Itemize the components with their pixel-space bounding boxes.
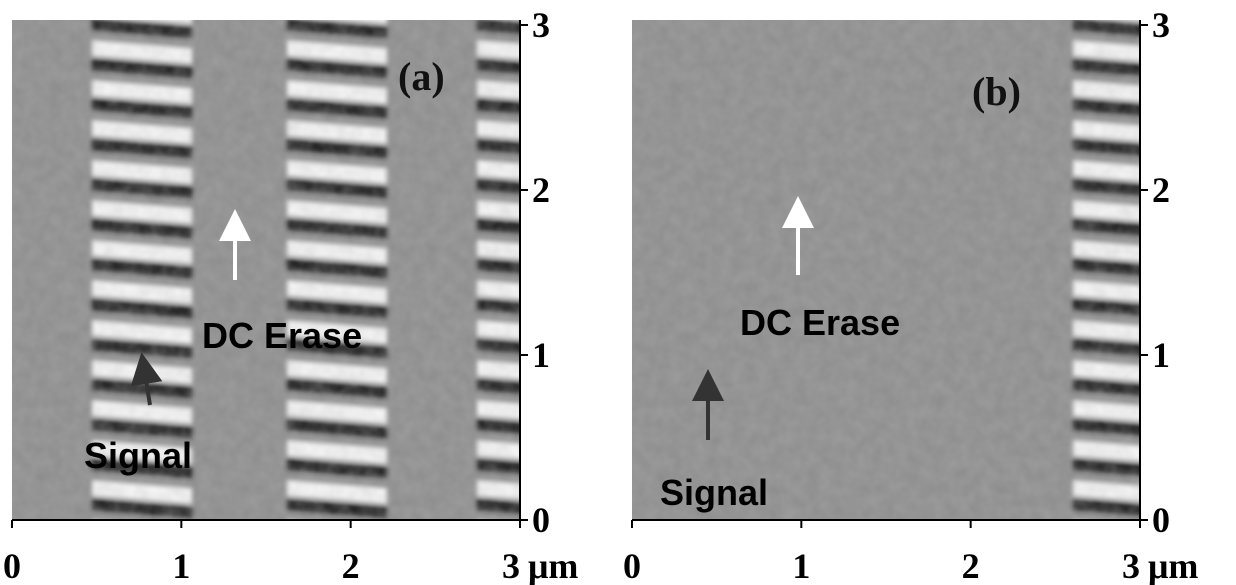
noise [12,20,520,520]
dark-stripe [287,538,387,558]
y-tick-label: 3 [532,5,550,45]
y-tick-label: 2 [532,170,550,210]
panel-label: (b) [972,69,1021,114]
noise [632,20,1140,520]
y-tick-label: 1 [532,335,550,375]
x-tick-label: 0 [623,546,641,585]
mfm-image [12,20,577,558]
x-tick-label: 3 [502,546,520,585]
x-tick-label: 2 [342,546,360,585]
white-stripe [287,520,387,544]
y-tick-label: 0 [532,500,550,540]
y-tick-label: 0 [1152,500,1170,540]
x-tick-label: 2 [962,546,980,585]
white-stripe [92,520,192,544]
annotation: Signal [660,472,768,513]
panel-label: (a) [398,54,445,99]
annotation: DC Erase [202,315,362,356]
arrow [130,352,163,406]
unit-label: μm [528,546,578,585]
x-tick-label: 1 [172,546,190,585]
mfm-image [632,20,1140,520]
white-stripe [477,520,577,544]
annotation: Signal [84,435,192,476]
y-tick-label: 1 [1152,335,1170,375]
x-tick-label: 3 [1122,546,1140,585]
unit-label: μm [1148,546,1198,585]
annotation: DC Erase [740,302,900,343]
y-tick-label: 3 [1152,5,1170,45]
x-tick-label: 0 [3,546,21,585]
x-tick-label: 1 [792,546,810,585]
y-tick-label: 2 [1152,170,1170,210]
